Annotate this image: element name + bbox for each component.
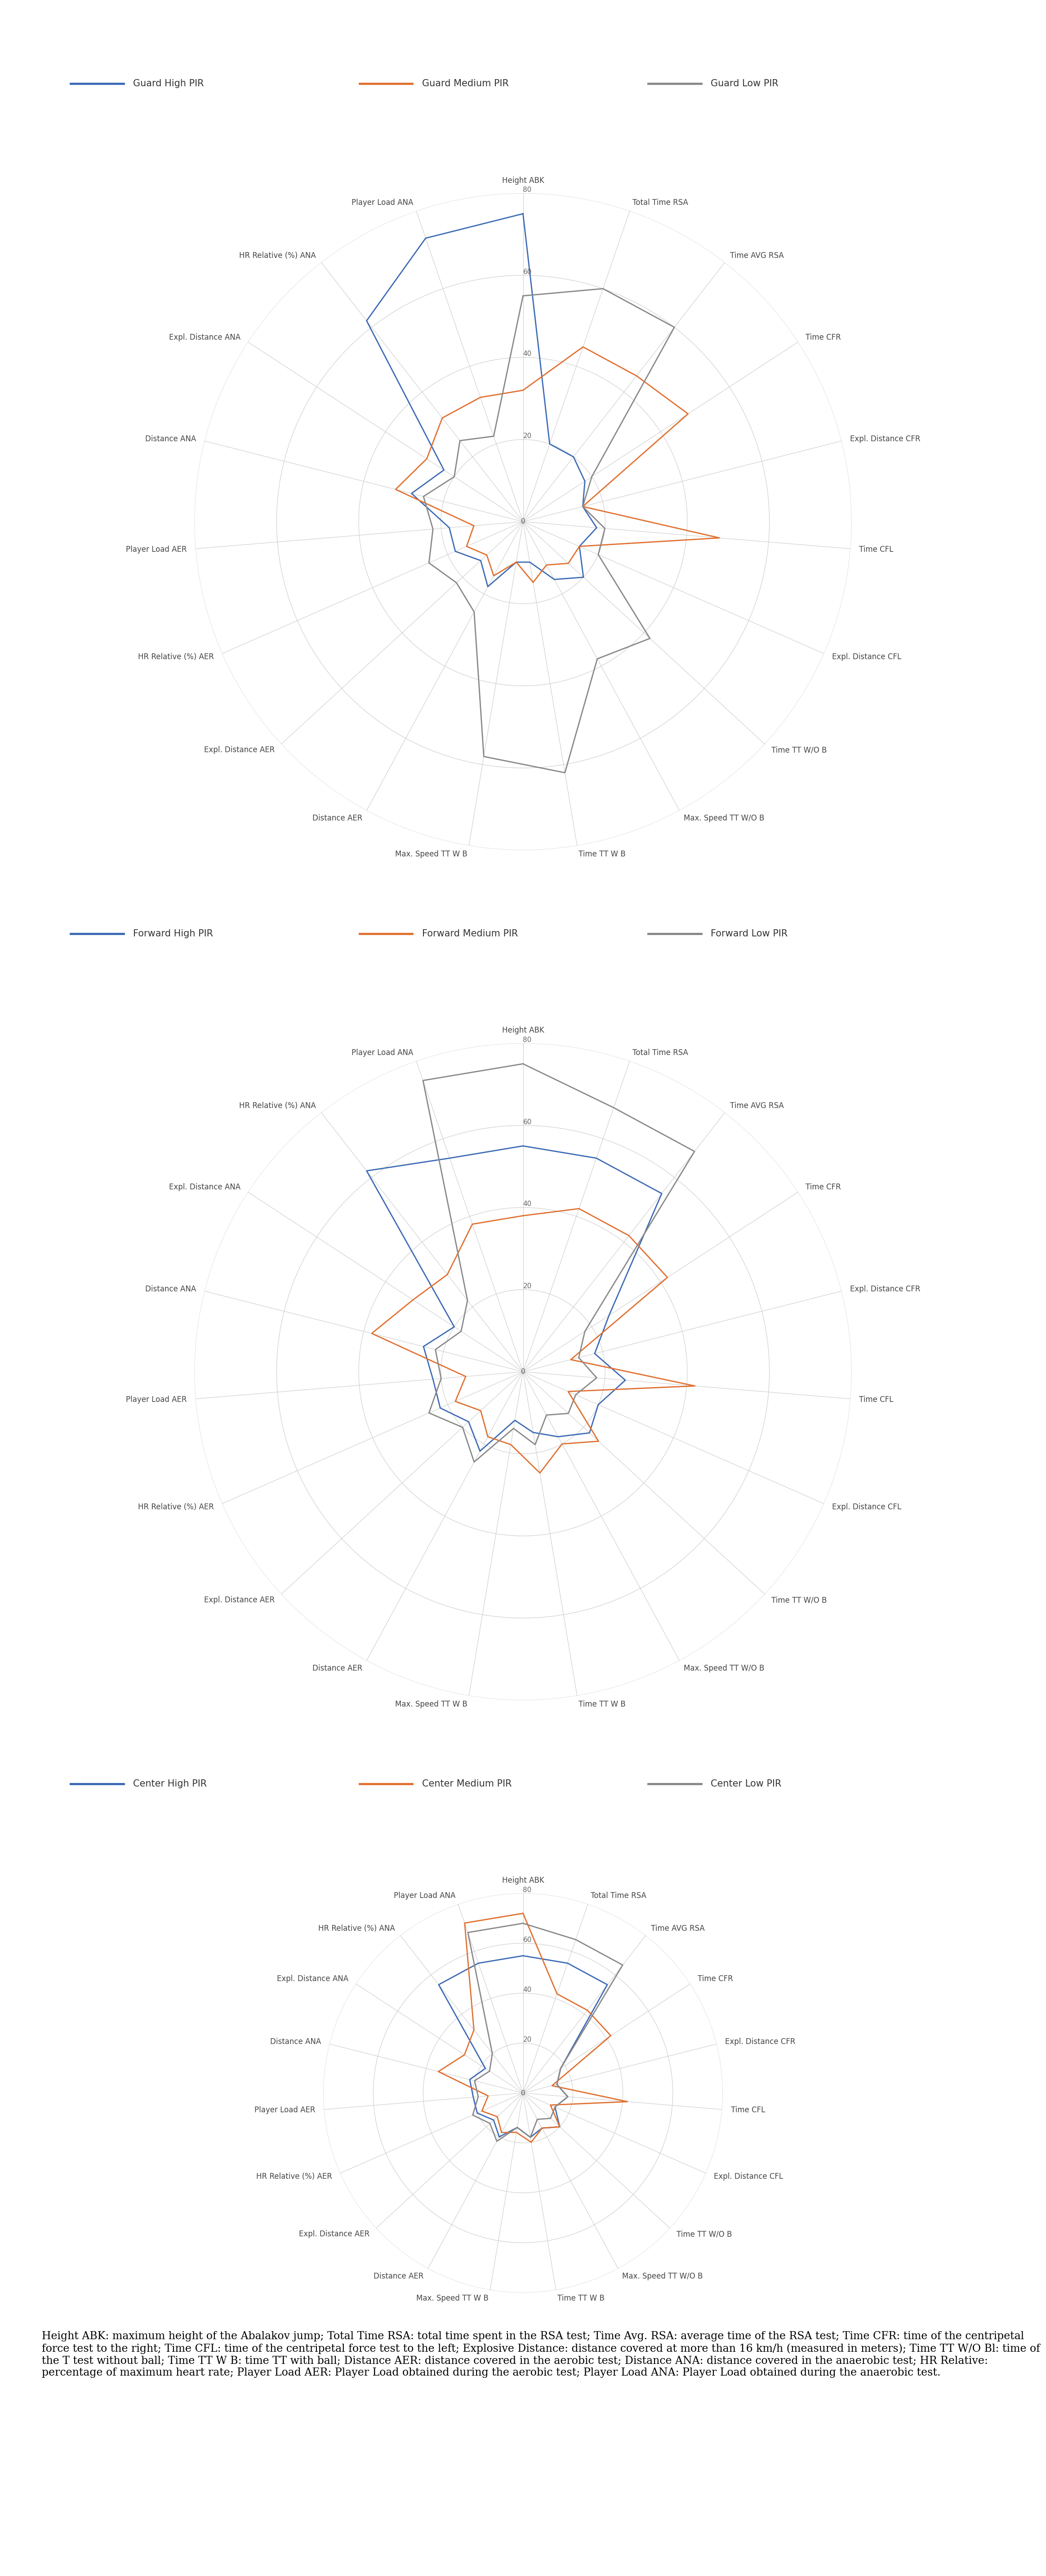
Text: Guard High PIR: Guard High PIR [133,80,204,88]
Text: Height ABK: maximum height of the Abalakov jump; Total Time RSA: total time spen: Height ABK: maximum height of the Abalak… [42,2331,1040,2378]
Text: 0: 0 [521,2089,525,2097]
Text: 0: 0 [521,518,525,526]
Text: 0: 0 [521,1368,525,1376]
Text: Forward High PIR: Forward High PIR [133,930,213,938]
Text: Forward Medium PIR: Forward Medium PIR [422,930,518,938]
Text: Center Medium PIR: Center Medium PIR [422,1780,511,1788]
Text: Center Low PIR: Center Low PIR [710,1780,781,1788]
Text: Guard Low PIR: Guard Low PIR [710,80,778,88]
Text: Forward Low PIR: Forward Low PIR [710,930,788,938]
Text: Center High PIR: Center High PIR [133,1780,207,1788]
Text: Guard Medium PIR: Guard Medium PIR [422,80,508,88]
